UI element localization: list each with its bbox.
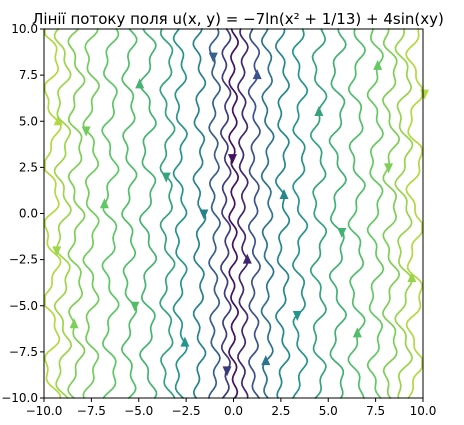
x-tick-label: −7.5 bbox=[77, 404, 106, 418]
streamline-5 bbox=[101, 28, 120, 399]
streamline-12 bbox=[220, 28, 232, 399]
y-axis: −10.0 −7.5 −5.0 −2.5 0.0 2.5 5.0 7.5 10.0 bbox=[1, 22, 44, 405]
streamline-arrow-25 bbox=[420, 89, 429, 100]
streamline-arrow-8 bbox=[161, 172, 171, 183]
streamline-arrow-21 bbox=[352, 327, 362, 338]
streamline-arrow-11 bbox=[208, 52, 218, 63]
streamline-arrow-4 bbox=[81, 126, 91, 137]
streamline-18 bbox=[291, 28, 309, 399]
streamline-arrow-5 bbox=[99, 198, 109, 209]
streamline-16 bbox=[260, 28, 275, 399]
streamline-2 bbox=[53, 28, 73, 399]
axes-frame bbox=[43, 28, 424, 399]
streamline-arrow-17 bbox=[279, 189, 289, 200]
streamline-arrow-19 bbox=[314, 106, 324, 117]
x-tick-label: 5.0 bbox=[319, 404, 338, 418]
x-tick-label: 10.0 bbox=[410, 404, 437, 418]
streamline-20 bbox=[328, 28, 348, 399]
streamline-1 bbox=[44, 28, 62, 399]
streamline-9 bbox=[172, 28, 188, 399]
streamline-arrow-10 bbox=[199, 209, 209, 220]
streamline-arrow-6 bbox=[130, 301, 140, 312]
streamline-arrow-24 bbox=[407, 272, 417, 283]
x-tick-label: −2.5 bbox=[172, 404, 201, 418]
streamline-17 bbox=[275, 28, 291, 399]
streamline-arrow-18 bbox=[292, 310, 302, 321]
y-tick-label: −10.0 bbox=[1, 391, 38, 405]
streamline-arrow-7 bbox=[135, 78, 145, 89]
streamline-24 bbox=[394, 28, 414, 399]
x-axis: −10.0 −7.5 −5.0 −2.5 0.0 2.5 5.0 7.5 10.0 bbox=[26, 398, 437, 418]
streamline-arrow-23 bbox=[384, 163, 394, 174]
y-tick-label: 2.5 bbox=[19, 160, 38, 174]
streamline-8 bbox=[159, 28, 176, 399]
x-tick-label: 2.5 bbox=[271, 404, 290, 418]
streamline-7 bbox=[138, 28, 158, 399]
streamline-arrow-15 bbox=[252, 69, 262, 80]
plot-area bbox=[44, 28, 429, 399]
y-tick-label: −5.0 bbox=[9, 299, 38, 313]
streamline-22 bbox=[366, 28, 385, 399]
y-tick-label: 10.0 bbox=[11, 22, 38, 36]
y-tick-label: 0.0 bbox=[19, 207, 38, 221]
streamline-arrow-20 bbox=[337, 227, 347, 238]
y-tick-label: 7.5 bbox=[19, 68, 38, 82]
chart-title: Лінії потоку поля u(x, y) = −7ln(x² + 1/… bbox=[32, 10, 444, 28]
streamline-arrow-3 bbox=[69, 318, 79, 329]
streamline-arrow-14 bbox=[242, 253, 252, 264]
y-tick-label: −2.5 bbox=[9, 253, 38, 267]
x-tick-label: −10.0 bbox=[26, 404, 63, 418]
streamline-14 bbox=[237, 28, 249, 399]
streamline-23 bbox=[381, 28, 401, 399]
x-tick-label: 7.5 bbox=[366, 404, 385, 418]
streamline-4 bbox=[82, 28, 100, 399]
streamline-6 bbox=[120, 28, 138, 399]
streamline-arrow-16 bbox=[261, 355, 271, 366]
streamline-arrow-1 bbox=[53, 115, 63, 126]
streamline-19 bbox=[310, 28, 328, 399]
streamline-13 bbox=[228, 28, 240, 399]
streamline-15 bbox=[247, 28, 261, 399]
x-tick-label: 0.0 bbox=[224, 404, 243, 418]
streamline-arrow-13 bbox=[227, 154, 237, 165]
x-tick-label: −5.0 bbox=[124, 404, 153, 418]
streamline-arrow-12 bbox=[222, 366, 232, 377]
streamline-11 bbox=[208, 28, 222, 399]
streamline-3 bbox=[67, 28, 86, 399]
streamline-arrow-2 bbox=[52, 246, 62, 257]
streamline-arrow-9 bbox=[180, 336, 190, 347]
y-tick-label: −7.5 bbox=[9, 345, 38, 359]
streamline-arrow-22 bbox=[373, 59, 383, 70]
y-tick-label: 5.0 bbox=[19, 114, 38, 128]
